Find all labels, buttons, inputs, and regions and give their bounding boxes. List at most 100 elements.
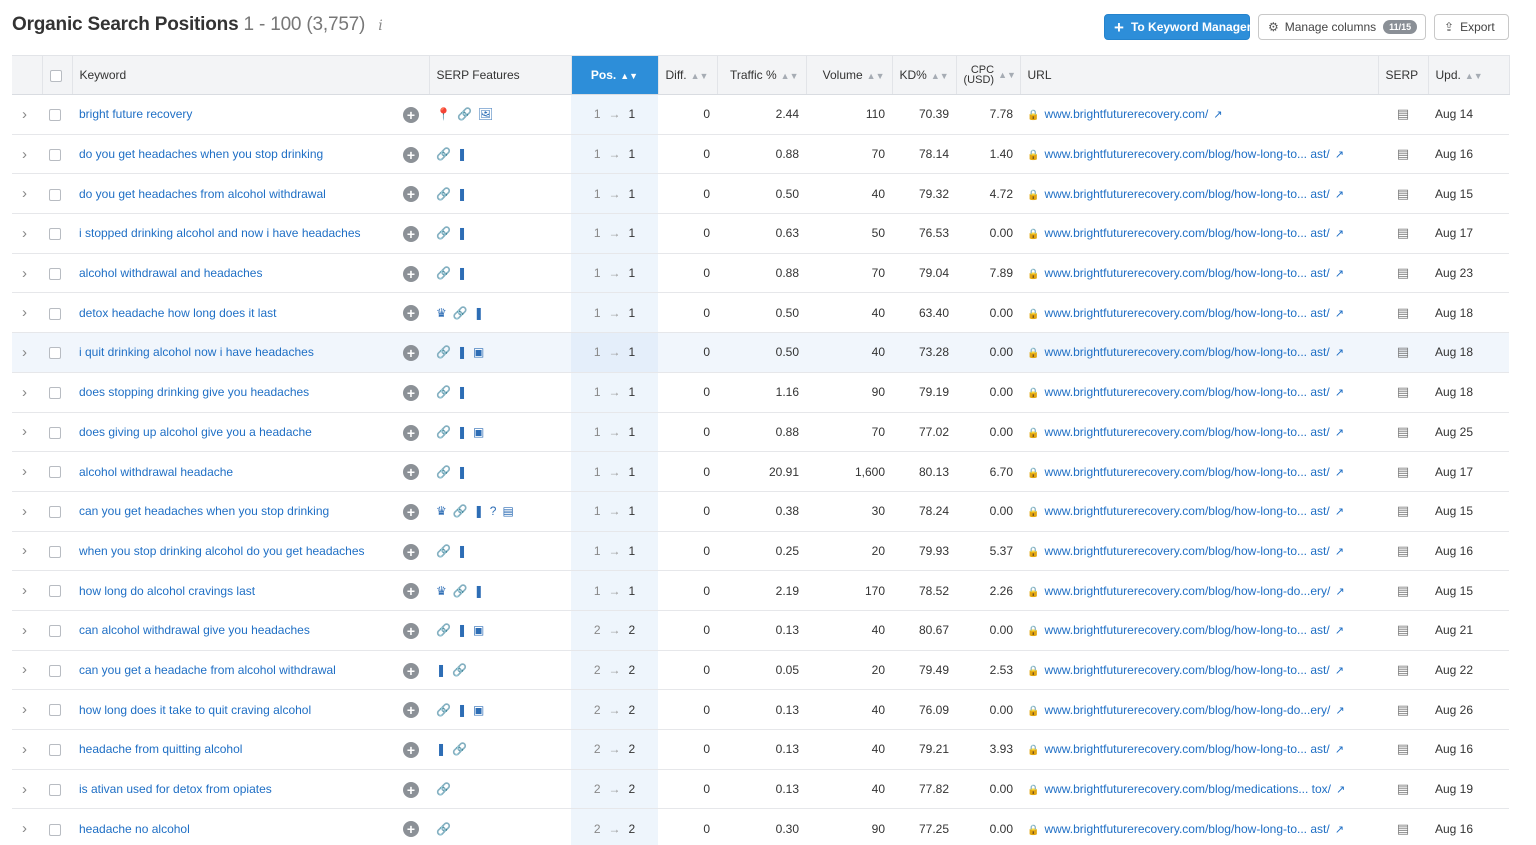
- add-keyword-icon[interactable]: +: [403, 503, 419, 520]
- add-keyword-icon[interactable]: +: [403, 424, 419, 441]
- column-keyword[interactable]: Keyword: [72, 55, 430, 95]
- row-checkbox[interactable]: [49, 744, 61, 757]
- add-keyword-icon[interactable]: +: [403, 622, 419, 639]
- row-checkbox[interactable]: [49, 347, 61, 360]
- serp-snapshot-icon[interactable]: ▤: [1396, 661, 1410, 677]
- column-volume[interactable]: Volume ▲▼: [806, 55, 893, 95]
- expand-row-button[interactable]: ›: [12, 531, 42, 571]
- serp-snapshot-icon[interactable]: ▤: [1396, 265, 1410, 281]
- link-icon[interactable]: 🔗: [452, 742, 468, 757]
- serp-snapshot-icon[interactable]: ▤: [1396, 582, 1410, 598]
- manage-columns-button[interactable]: ⚙ Manage columns 11/15: [1258, 14, 1426, 40]
- keyword-link[interactable]: is ativan used for detox from opiates: [79, 782, 272, 797]
- row-checkbox[interactable]: [49, 545, 61, 558]
- link-icon[interactable]: 🔗: [456, 107, 472, 122]
- column-cpc[interactable]: CPC (USD) ▲▼: [956, 55, 1021, 95]
- expand-row-button[interactable]: ›: [12, 571, 42, 611]
- row-checkbox[interactable]: [49, 466, 61, 479]
- review-icon[interactable]: ❚: [456, 226, 468, 241]
- expand-row-button[interactable]: ›: [12, 372, 42, 412]
- column-traffic[interactable]: Traffic % ▲▼: [717, 55, 807, 95]
- link-icon[interactable]: 🔗: [436, 623, 451, 638]
- news-icon[interactable]: ▤: [502, 504, 514, 519]
- expand-row-button[interactable]: ›: [12, 452, 42, 492]
- expand-row-button[interactable]: ›: [12, 174, 42, 214]
- expand-row-button[interactable]: ›: [12, 610, 42, 650]
- serp-snapshot-icon[interactable]: ▤: [1396, 503, 1410, 519]
- link-icon[interactable]: 🔗: [436, 266, 451, 281]
- crown-icon[interactable]: ♛: [436, 504, 447, 519]
- link-icon[interactable]: 🔗: [436, 782, 451, 797]
- keyword-link[interactable]: bright future recovery: [79, 107, 193, 122]
- url-link[interactable]: www.brightfuturerecovery.com/blog/how-lo…: [1044, 702, 1331, 717]
- row-checkbox[interactable]: [49, 506, 61, 519]
- keyword-link[interactable]: headache no alcohol: [79, 821, 190, 836]
- external-link-icon[interactable]: ↗: [1334, 307, 1344, 320]
- keyword-link[interactable]: does giving up alcohol give you a headac…: [79, 424, 312, 439]
- video-icon[interactable]: ▣: [473, 345, 485, 360]
- row-checkbox[interactable]: [49, 823, 61, 836]
- expand-row-button[interactable]: ›: [12, 214, 42, 254]
- serp-snapshot-icon[interactable]: ▤: [1396, 741, 1410, 757]
- review-icon[interactable]: ❚: [473, 583, 484, 598]
- review-icon[interactable]: ❚: [456, 623, 468, 638]
- external-link-icon[interactable]: ↗: [1334, 268, 1344, 281]
- review-icon[interactable]: ❚: [436, 742, 447, 757]
- expand-row-button[interactable]: ›: [12, 293, 42, 333]
- add-keyword-icon[interactable]: +: [403, 186, 419, 203]
- keyword-link[interactable]: how long does it take to quit craving al…: [79, 702, 312, 717]
- row-checkbox[interactable]: [49, 386, 61, 399]
- add-keyword-icon[interactable]: +: [403, 265, 419, 282]
- external-link-icon[interactable]: ↗: [1334, 228, 1344, 241]
- external-link-icon[interactable]: ↗: [1336, 784, 1346, 797]
- external-link-icon[interactable]: ↗: [1335, 585, 1345, 598]
- link-icon[interactable]: 🔗: [452, 504, 468, 519]
- question-icon[interactable]: ?: [489, 504, 497, 519]
- link-icon[interactable]: 🔗: [436, 702, 451, 717]
- expand-row-button[interactable]: ›: [12, 690, 42, 730]
- link-icon[interactable]: 🔗: [452, 662, 468, 677]
- link-icon[interactable]: 🔗: [452, 305, 468, 320]
- external-link-icon[interactable]: ↗: [1334, 188, 1344, 201]
- serp-snapshot-icon[interactable]: ▤: [1396, 384, 1410, 400]
- external-link-icon[interactable]: ↗: [1334, 149, 1344, 162]
- keyword-link[interactable]: alcohol withdrawal headache: [79, 464, 234, 479]
- url-link[interactable]: www.brightfuturerecovery.com/blog/how-lo…: [1044, 226, 1330, 241]
- serp-snapshot-icon[interactable]: ▤: [1396, 225, 1410, 241]
- external-link-icon[interactable]: ↗: [1334, 744, 1344, 757]
- link-icon[interactable]: 🔗: [452, 583, 468, 598]
- review-icon[interactable]: ❚: [456, 385, 468, 400]
- add-keyword-icon[interactable]: +: [403, 107, 419, 123]
- url-link[interactable]: www.brightfuturerecovery.com/blog/how-lo…: [1044, 821, 1330, 836]
- add-keyword-icon[interactable]: +: [403, 702, 419, 719]
- keyword-link[interactable]: headache from quitting alcohol: [79, 742, 243, 757]
- add-keyword-icon[interactable]: +: [403, 345, 419, 362]
- link-icon[interactable]: 🔗: [436, 464, 451, 479]
- crown-icon[interactable]: ♛: [436, 305, 447, 320]
- info-icon[interactable]: i: [378, 18, 383, 34]
- serp-snapshot-icon[interactable]: ▤: [1396, 701, 1410, 717]
- keyword-link[interactable]: do you get headaches from alcohol withdr…: [79, 186, 326, 201]
- serp-snapshot-icon[interactable]: ▤: [1396, 463, 1410, 479]
- row-checkbox[interactable]: [49, 307, 61, 320]
- column-diff[interactable]: Diff. ▲▼: [658, 55, 718, 95]
- url-link[interactable]: www.brightfuturerecovery.com/blog/how-lo…: [1044, 583, 1331, 598]
- keyword-link[interactable]: i quit drinking alcohol now i have heada…: [79, 345, 314, 360]
- map-pin-icon[interactable]: 📍: [436, 107, 451, 122]
- expand-row-button[interactable]: ›: [12, 650, 42, 690]
- review-icon[interactable]: ❚: [436, 662, 447, 677]
- add-keyword-icon[interactable]: +: [403, 662, 419, 679]
- link-icon[interactable]: 🔗: [436, 424, 451, 439]
- keyword-link[interactable]: i stopped drinking alcohol and now i hav…: [79, 226, 361, 241]
- keyword-link[interactable]: how long do alcohol cravings last: [79, 583, 256, 598]
- external-link-icon[interactable]: ↗: [1334, 466, 1344, 479]
- serp-snapshot-icon[interactable]: ▤: [1396, 781, 1410, 797]
- url-link[interactable]: www.brightfuturerecovery.com/blog/how-lo…: [1044, 504, 1330, 519]
- expand-row-button[interactable]: ›: [12, 253, 42, 293]
- review-icon[interactable]: ❚: [456, 424, 468, 439]
- expand-row-button[interactable]: ›: [12, 730, 42, 770]
- row-checkbox[interactable]: [49, 664, 61, 677]
- serp-snapshot-icon[interactable]: ▤: [1396, 146, 1410, 162]
- add-keyword-icon[interactable]: +: [403, 305, 419, 322]
- expand-row-button[interactable]: ›: [12, 769, 42, 809]
